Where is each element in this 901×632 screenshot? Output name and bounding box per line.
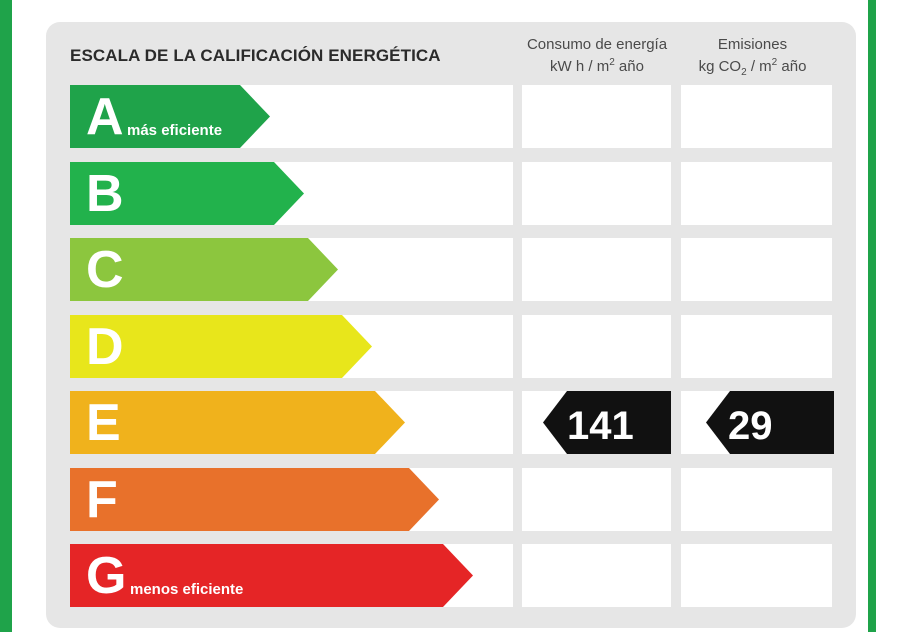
rating-letter-a: A [86,88,124,146]
rating-letter-b: B [86,165,124,223]
emisiones-cell-g [681,544,832,607]
rating-caption-g: menos eficiente [130,581,244,598]
consumo-cell-a [522,85,671,148]
consumo-result-badge: 141 [543,391,671,454]
rating-arrow-shape-b [70,162,304,225]
consumo-header-title: Consumo de energía [526,36,668,53]
consumo-cell-f [522,468,671,531]
rating-arrow-shape-d [70,315,372,378]
consumo-cell-g [522,544,671,607]
rating-arrow-shape-a [70,85,270,148]
rating-arrow-shape-c [70,238,338,301]
rating-caption-a: más eficiente [127,122,223,139]
left-green-border [0,0,12,632]
rating-arrow-d: D [70,315,372,378]
emisiones-result-badge: 29 [706,391,834,454]
rating-letter-e: E [86,394,121,452]
consumo-column-header: Consumo de energía kW h / m2 año [512,34,682,80]
consumo-header-unit: kW h / m2 año [550,57,644,75]
rating-arrow-b: B [70,162,304,225]
emisiones-cell-d [681,315,832,378]
rating-arrow-shape-f [70,468,439,531]
rating-arrow-shape-e [70,391,405,454]
rating-letter-c: C [86,241,124,299]
rating-letter-g: G [86,547,127,605]
emisiones-cell-b [681,162,832,225]
emisiones-header-unit: kg CO2 / m2 año [698,57,807,78]
consumo-result-badge-value: 141 [567,404,634,448]
right-green-border [868,0,876,632]
emisiones-result-badge-value: 29 [728,404,773,448]
consumo-cell-c [522,238,671,301]
consumo-cell-d [522,315,671,378]
rating-letter-f: F [86,471,118,529]
emisiones-column-header: Emisiones kg CO2 / m2 año [680,34,825,80]
rating-arrow-shape-g [70,544,473,607]
rating-arrow-c: C [70,238,338,301]
label-title: ESCALA DE LA CALIFICACIÓN ENERGÉTICA [70,46,441,65]
emisiones-header-title: Emisiones [717,36,788,53]
rating-arrow-f: F [70,468,439,531]
rating-arrow-e: E [70,391,405,454]
emisiones-cell-c [681,238,832,301]
emisiones-cell-f [681,468,832,531]
rating-letter-d: D [86,318,124,376]
emisiones-cell-a [681,85,832,148]
consumo-cell-b [522,162,671,225]
